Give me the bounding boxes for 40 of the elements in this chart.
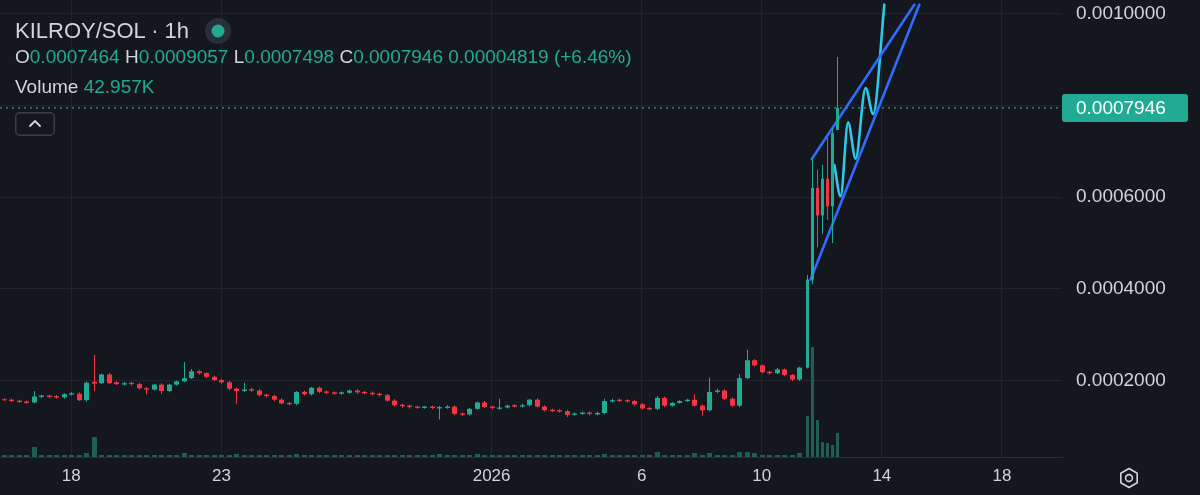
bar bbox=[831, 445, 834, 457]
text: O0.0007464 H0.0009057 L0.0007498 C0.0007946 0.00004819 (+6.46%) bbox=[15, 46, 632, 67]
y-tick-label: 0.0002000 bbox=[1076, 368, 1166, 390]
bar bbox=[602, 454, 607, 457]
y-tick-label: 0.0010000 bbox=[1076, 1, 1166, 23]
bar bbox=[707, 453, 712, 457]
y-tick-label: 0.0004000 bbox=[1076, 277, 1166, 299]
bar bbox=[692, 453, 697, 457]
x-tick-label: 18 bbox=[992, 465, 1012, 485]
bar bbox=[475, 454, 480, 457]
bar bbox=[806, 416, 809, 457]
ref-line-label: 0.0007946 bbox=[1076, 97, 1166, 119]
bar bbox=[797, 453, 802, 457]
text: KILROY/SOL · 1h bbox=[15, 18, 190, 44]
bar bbox=[84, 453, 89, 457]
bar bbox=[752, 453, 757, 457]
bar bbox=[816, 420, 819, 457]
bar bbox=[745, 452, 750, 457]
bar bbox=[811, 347, 814, 457]
bar bbox=[821, 442, 824, 457]
x-tick-label: 23 bbox=[211, 465, 231, 485]
x-tick-label: 14 bbox=[872, 465, 892, 485]
bar bbox=[182, 453, 187, 457]
x-tick-label: 10 bbox=[752, 465, 772, 485]
bar bbox=[437, 454, 442, 457]
bar bbox=[234, 454, 239, 457]
candlestick bbox=[92, 354, 97, 391]
bar bbox=[836, 433, 839, 457]
x-tick-label: 6 bbox=[636, 465, 647, 485]
y-tick-label: 0.0006000 bbox=[1076, 185, 1166, 207]
bar bbox=[655, 452, 660, 457]
x-tick-label: 18 bbox=[61, 465, 81, 485]
bar bbox=[737, 452, 742, 457]
line-series bbox=[833, 3, 886, 198]
x-tick-label: 2026 bbox=[472, 465, 511, 485]
bar bbox=[294, 454, 299, 457]
annotation: Volume 42.957K bbox=[15, 76, 155, 98]
bar bbox=[32, 447, 37, 457]
bar bbox=[826, 443, 829, 457]
bar bbox=[92, 437, 97, 457]
